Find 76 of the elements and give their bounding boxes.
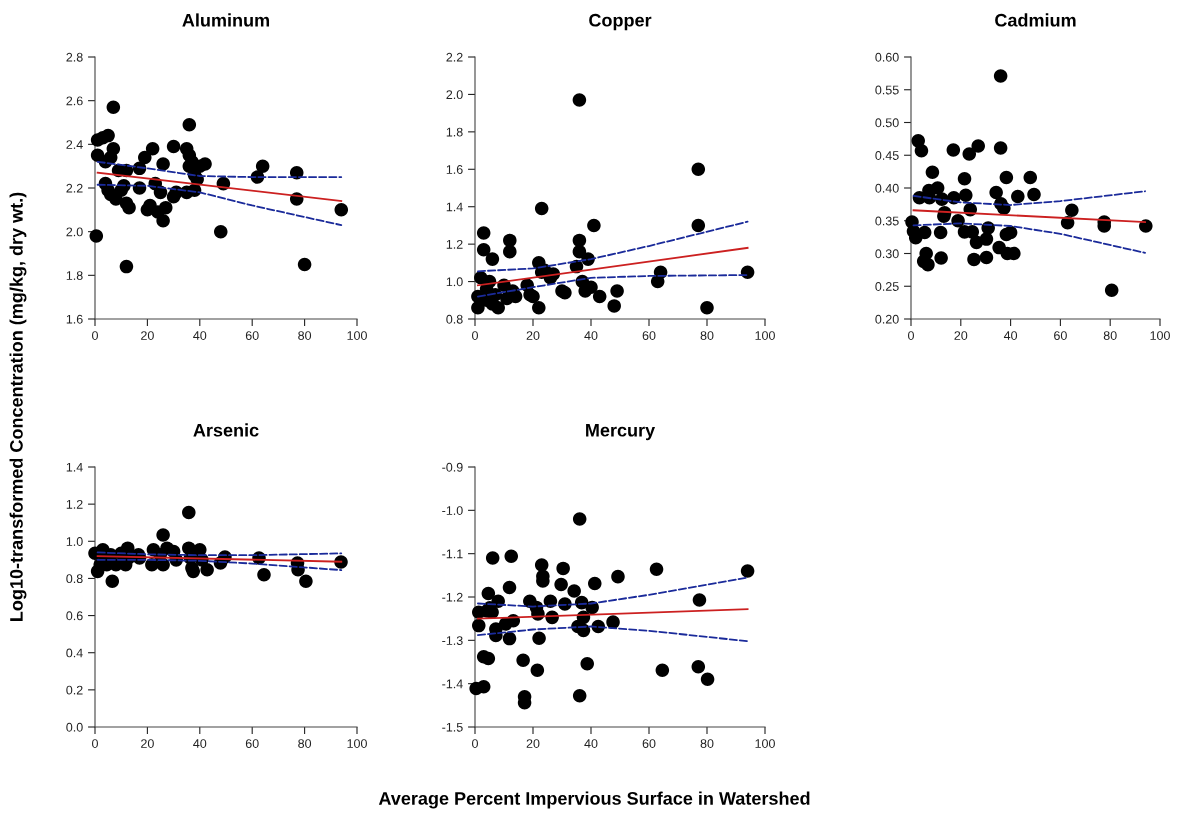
y-axis-title: Log10-transformed Concentration (mg/kg, dry wt.) [9, 192, 27, 621]
y-tick-label: 1.8 [446, 127, 463, 137]
y-tick-label: 2.4 [66, 140, 83, 149]
y-tick-label: 2.2 [446, 52, 463, 62]
x-tick-label: 80 [298, 739, 312, 748]
x-tick-label: 60 [642, 331, 656, 340]
y-tick-label: 0.30 [875, 249, 899, 259]
y-tick-label: 1.4 [446, 202, 463, 212]
x-tick-label: 100 [1150, 331, 1170, 340]
y-tick-label: 2.2 [66, 183, 83, 193]
x-tick-label: 40 [193, 331, 207, 340]
y-tick-label: 1.0 [446, 277, 463, 287]
y-tick-label: 0.2 [66, 685, 83, 695]
x-tick-label: 80 [700, 331, 714, 340]
x-tick-label: 100 [755, 331, 775, 340]
y-tick-label: 1.0 [66, 537, 83, 546]
x-tick-label: 80 [700, 739, 714, 748]
x-tick-label: 80 [1103, 331, 1117, 340]
y-tick-label: -1.4 [442, 679, 463, 689]
y-tick-label: 1.6 [446, 165, 463, 174]
x-tick-label: 60 [245, 331, 259, 340]
x-tick-label: 100 [347, 331, 367, 340]
y-tick-label: 0.4 [66, 648, 83, 658]
y-tick-label: 0.0 [66, 722, 83, 732]
y-tick-label: 0.60 [875, 52, 899, 62]
y-tick-label: -1.3 [442, 636, 463, 645]
x-axis-title: Average Percent Impervious Surface in Watershed [378, 791, 810, 809]
x-tick-label: 60 [245, 739, 259, 748]
x-tick-label: 60 [1054, 331, 1067, 340]
y-tick-label: 0.6 [66, 611, 83, 621]
y-tick-label: 1.2 [446, 239, 463, 249]
x-tick-label: 0 [92, 331, 98, 340]
x-tick-label: 0 [472, 331, 478, 340]
y-tick-label: -1.0 [442, 506, 463, 515]
x-tick-label: 20 [526, 739, 540, 748]
x-tick-label: 20 [141, 739, 154, 748]
x-tick-label: 40 [193, 739, 207, 748]
y-tick-label: -1.1 [442, 549, 463, 559]
x-tick-label: 20 [954, 331, 968, 340]
chart-title: Cadmium [995, 13, 1076, 27]
x-tick-label: 80 [298, 331, 312, 340]
y-tick-label: 1.2 [66, 499, 83, 509]
chart-title: Arsenic [193, 423, 259, 437]
x-tick-label: 40 [584, 739, 598, 748]
y-tick-label: -0.9 [442, 462, 463, 472]
x-tick-label: 60 [642, 739, 656, 748]
y-tick-label: 0.25 [875, 282, 899, 291]
x-tick-label: 0 [92, 739, 98, 748]
x-tick-label: 0 [472, 739, 478, 748]
y-tick-label: 2.8 [66, 52, 83, 62]
y-tick-label: 0.40 [875, 183, 899, 193]
x-tick-label: 20 [141, 331, 154, 340]
y-tick-label: 0.55 [875, 85, 899, 95]
y-tick-label: 1.6 [66, 314, 83, 324]
chart-title: Copper [589, 13, 652, 31]
y-tick-label: 0.45 [875, 151, 899, 160]
y-tick-label: 0.8 [446, 314, 463, 324]
x-tick-label: 0 [908, 331, 914, 340]
y-tick-label: 0.20 [875, 314, 899, 324]
y-tick-label: 1.4 [66, 462, 83, 472]
chart-title: Mercury [586, 424, 656, 441]
x-tick-label: 20 [526, 331, 540, 340]
chart-title: Aluminum [182, 13, 270, 27]
y-tick-label: 2.0 [446, 90, 463, 100]
y-tick-label: 2.6 [66, 96, 83, 106]
y-tick-label: 0.8 [66, 574, 83, 584]
y-tick-label: 1.8 [66, 271, 83, 280]
y-tick-label: -1.5 [442, 722, 463, 732]
y-tick-label: 0.50 [875, 118, 899, 128]
y-tick-label: 0.35 [875, 216, 899, 226]
y-tick-label: 2.0 [66, 227, 83, 237]
x-tick-label: 100 [347, 739, 367, 748]
x-tick-label: 40 [1003, 331, 1018, 340]
y-tick-label: -1.2 [442, 592, 463, 602]
x-tick-label: 100 [755, 739, 775, 748]
x-tick-label: 40 [584, 331, 598, 340]
